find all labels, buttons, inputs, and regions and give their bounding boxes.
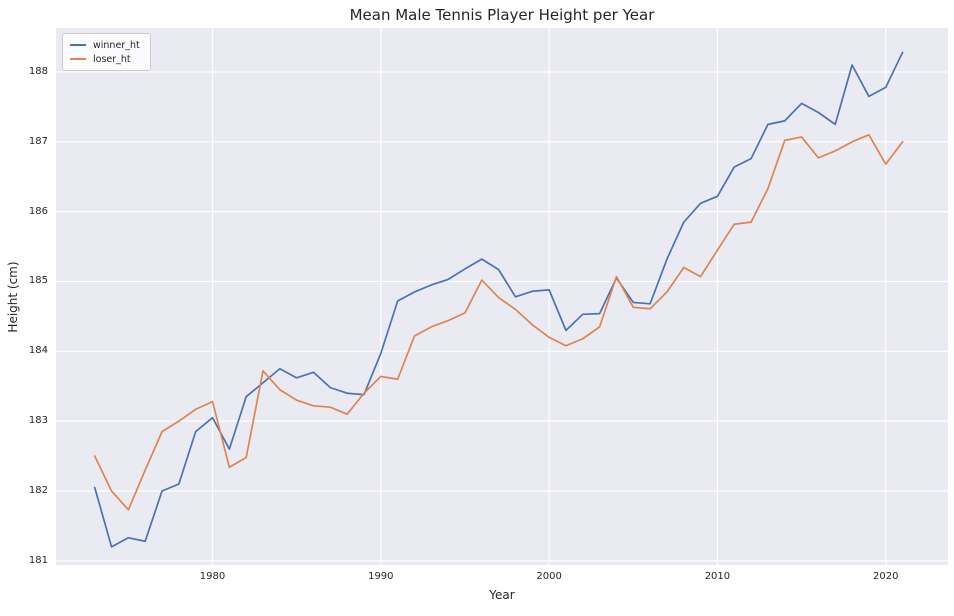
y-tick-label: 186 bbox=[28, 205, 48, 217]
x-tick-label: 1990 bbox=[368, 571, 394, 582]
gridlines bbox=[56, 28, 948, 565]
legend: winner_ht loser_ht bbox=[62, 33, 151, 71]
legend-label-winner: winner_ht bbox=[93, 39, 140, 51]
y-tick-label: 183 bbox=[28, 415, 48, 427]
y-tick-label: 181 bbox=[28, 554, 48, 566]
y-tick-label: 187 bbox=[28, 135, 48, 147]
y-tick-label: 188 bbox=[28, 65, 48, 77]
y-axis-label: Height (cm) bbox=[6, 261, 20, 333]
loser_ht-line bbox=[93, 133, 904, 511]
legend-item-loser: loser_ht bbox=[70, 52, 140, 66]
x-tick-label: 2020 bbox=[872, 571, 899, 582]
x-tick-label: 2000 bbox=[536, 571, 562, 582]
x-axis-label: Year bbox=[489, 588, 515, 602]
y-tick-label: 184 bbox=[28, 345, 48, 357]
y-tick-label: 182 bbox=[28, 484, 48, 496]
winner-line-swatch bbox=[70, 44, 86, 46]
loser-line-swatch bbox=[70, 58, 86, 60]
legend-label-loser: loser_ht bbox=[93, 53, 131, 65]
legend-item-winner: winner_ht bbox=[70, 38, 140, 52]
plot-canvas bbox=[56, 28, 948, 565]
winner_ht-line bbox=[93, 51, 904, 548]
x-tick-label: 1980 bbox=[199, 571, 226, 582]
plot-area bbox=[56, 28, 948, 565]
x-tick-label: 2010 bbox=[704, 571, 731, 582]
y-tick-label: 185 bbox=[28, 275, 48, 287]
chart-title: Mean Male Tennis Player Height per Year bbox=[349, 6, 655, 24]
